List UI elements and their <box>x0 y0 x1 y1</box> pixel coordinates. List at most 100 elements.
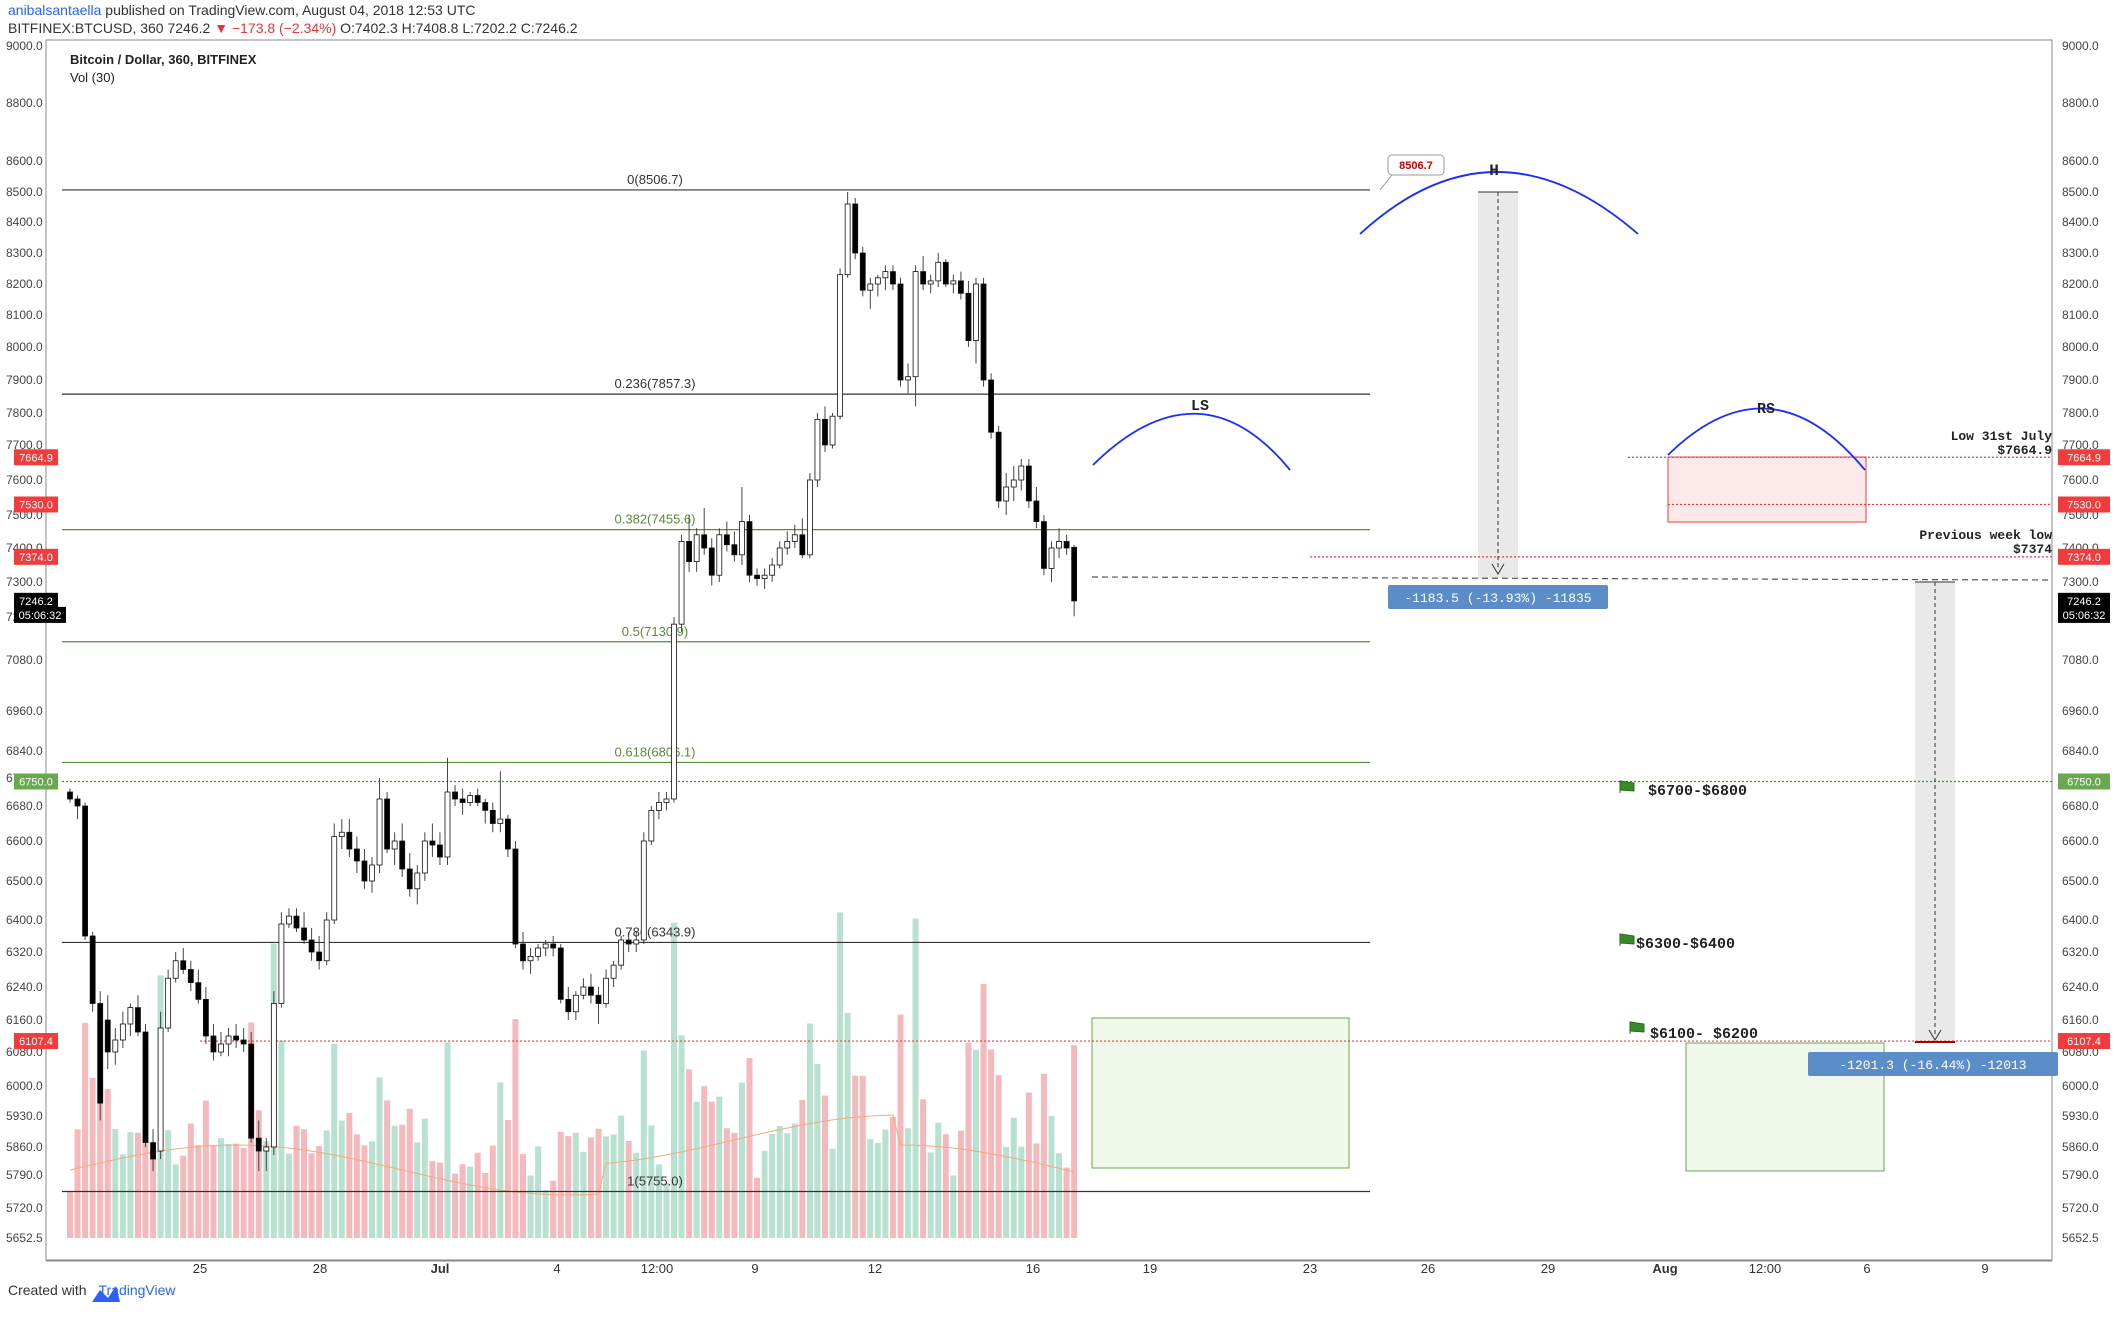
candle-body[interactable] <box>535 947 541 957</box>
candle-body[interactable] <box>912 271 919 378</box>
candle-body[interactable] <box>74 798 81 807</box>
candle-body[interactable] <box>89 935 96 1004</box>
candle-body[interactable] <box>135 1007 141 1033</box>
candle-body[interactable] <box>882 271 889 279</box>
candle-body[interactable] <box>557 947 564 1000</box>
candle-body[interactable] <box>739 521 745 556</box>
candle-body[interactable] <box>1010 479 1017 488</box>
candle-body[interactable] <box>595 994 602 1004</box>
candle-body[interactable] <box>263 1146 270 1152</box>
candle-body[interactable] <box>610 964 617 979</box>
candle-body[interactable] <box>406 868 413 890</box>
candle-body[interactable] <box>678 541 685 625</box>
candle-body[interactable] <box>807 479 813 556</box>
candle-body[interactable] <box>104 1019 111 1053</box>
candle-body[interactable] <box>1048 547 1055 569</box>
candle-body[interactable] <box>421 840 428 874</box>
candle-body[interactable] <box>316 951 323 962</box>
candle-body[interactable] <box>248 1043 255 1139</box>
candle-body[interactable] <box>202 998 209 1037</box>
candle-body[interactable] <box>693 534 700 562</box>
candle-body[interactable] <box>942 261 949 285</box>
candle-body[interactable] <box>648 809 655 842</box>
candle-body[interactable] <box>527 955 534 962</box>
candle-body[interactable] <box>82 805 88 937</box>
candle-body[interactable] <box>754 574 760 580</box>
candle-body[interactable] <box>867 283 874 291</box>
candle-body[interactable] <box>323 919 330 962</box>
candle-body[interactable] <box>504 818 511 850</box>
candle-body[interactable] <box>1071 546 1078 602</box>
candle-body[interactable] <box>195 982 202 1000</box>
series-legend[interactable]: Bitcoin / Dollar, 360, BITFINEX <box>70 52 257 67</box>
candle-body[interactable] <box>920 271 927 285</box>
candle-body[interactable] <box>965 292 972 341</box>
candle-body[interactable] <box>119 1023 126 1041</box>
candle-body[interactable] <box>890 271 896 285</box>
candle-body[interactable] <box>97 1003 104 1104</box>
candle-body[interactable] <box>1003 486 1010 502</box>
volume-zone-1[interactable] <box>1091 1017 1350 1169</box>
candle-body[interactable] <box>958 280 964 294</box>
candle-body[interactable] <box>784 541 791 549</box>
candle-body[interactable] <box>769 564 776 576</box>
right-shoulder-arc[interactable] <box>1667 407 1866 471</box>
candle-body[interactable] <box>1018 465 1025 481</box>
candle-body[interactable] <box>187 969 194 984</box>
candle-body[interactable] <box>459 798 466 803</box>
candle-body[interactable] <box>225 1035 232 1045</box>
candle-body[interactable] <box>663 798 670 803</box>
candle-body[interactable] <box>444 791 451 858</box>
candle-body[interactable] <box>452 791 458 800</box>
candle-body[interactable] <box>218 1043 224 1053</box>
candle-body[interactable] <box>988 379 994 433</box>
candle-body[interactable] <box>353 848 360 862</box>
candle-body[interactable] <box>255 1137 262 1152</box>
candle-body[interactable] <box>844 203 851 276</box>
candle-body[interactable] <box>437 844 443 858</box>
candle-body[interactable] <box>278 923 285 1004</box>
candle-body[interactable] <box>338 831 345 838</box>
candle-body[interactable] <box>633 939 640 945</box>
candle-body[interactable] <box>973 283 979 341</box>
head-arc[interactable] <box>1359 171 1639 235</box>
candle-body[interactable] <box>935 261 942 282</box>
candle-body[interactable] <box>671 623 677 800</box>
candle-body[interactable] <box>588 986 594 996</box>
candle-body[interactable] <box>286 915 292 925</box>
candle-body[interactable] <box>572 994 579 1013</box>
candle-body[interactable] <box>580 986 587 996</box>
candle-body[interactable] <box>799 534 806 556</box>
candle-body[interactable] <box>625 939 632 945</box>
candle-body[interactable] <box>127 1007 134 1025</box>
candle-body[interactable] <box>822 418 828 446</box>
candle-body[interactable] <box>656 802 662 811</box>
candle-body[interactable] <box>746 521 753 576</box>
resistance-box[interactable] <box>1667 456 1867 523</box>
candle-body[interactable] <box>376 798 383 866</box>
candle-body[interactable] <box>618 939 625 966</box>
candle-body[interactable] <box>361 860 368 882</box>
candle-body[interactable] <box>150 1142 156 1160</box>
author-link[interactable]: anibalsantaella <box>8 2 102 18</box>
candle-body[interactable] <box>172 960 179 979</box>
candle-body[interactable] <box>995 431 1002 502</box>
candle-body[interactable] <box>157 1027 164 1152</box>
candle-body[interactable] <box>701 534 708 549</box>
candle-body[interactable] <box>550 943 557 949</box>
candle-body[interactable] <box>640 840 647 941</box>
candle-body[interactable] <box>686 541 692 563</box>
candle-body[interactable] <box>723 534 730 546</box>
candle-body[interactable] <box>837 274 843 417</box>
candle-body[interactable] <box>369 864 375 882</box>
candle-body[interactable] <box>240 1039 247 1045</box>
candle-body[interactable] <box>520 943 526 962</box>
candle-body[interactable] <box>474 795 481 803</box>
candle-body[interactable] <box>776 547 783 566</box>
candle-body[interactable] <box>489 809 496 824</box>
candle-body[interactable] <box>346 831 353 850</box>
candle-body[interactable] <box>874 277 881 285</box>
candle-body[interactable] <box>761 574 768 580</box>
candle-body[interactable] <box>112 1039 119 1053</box>
